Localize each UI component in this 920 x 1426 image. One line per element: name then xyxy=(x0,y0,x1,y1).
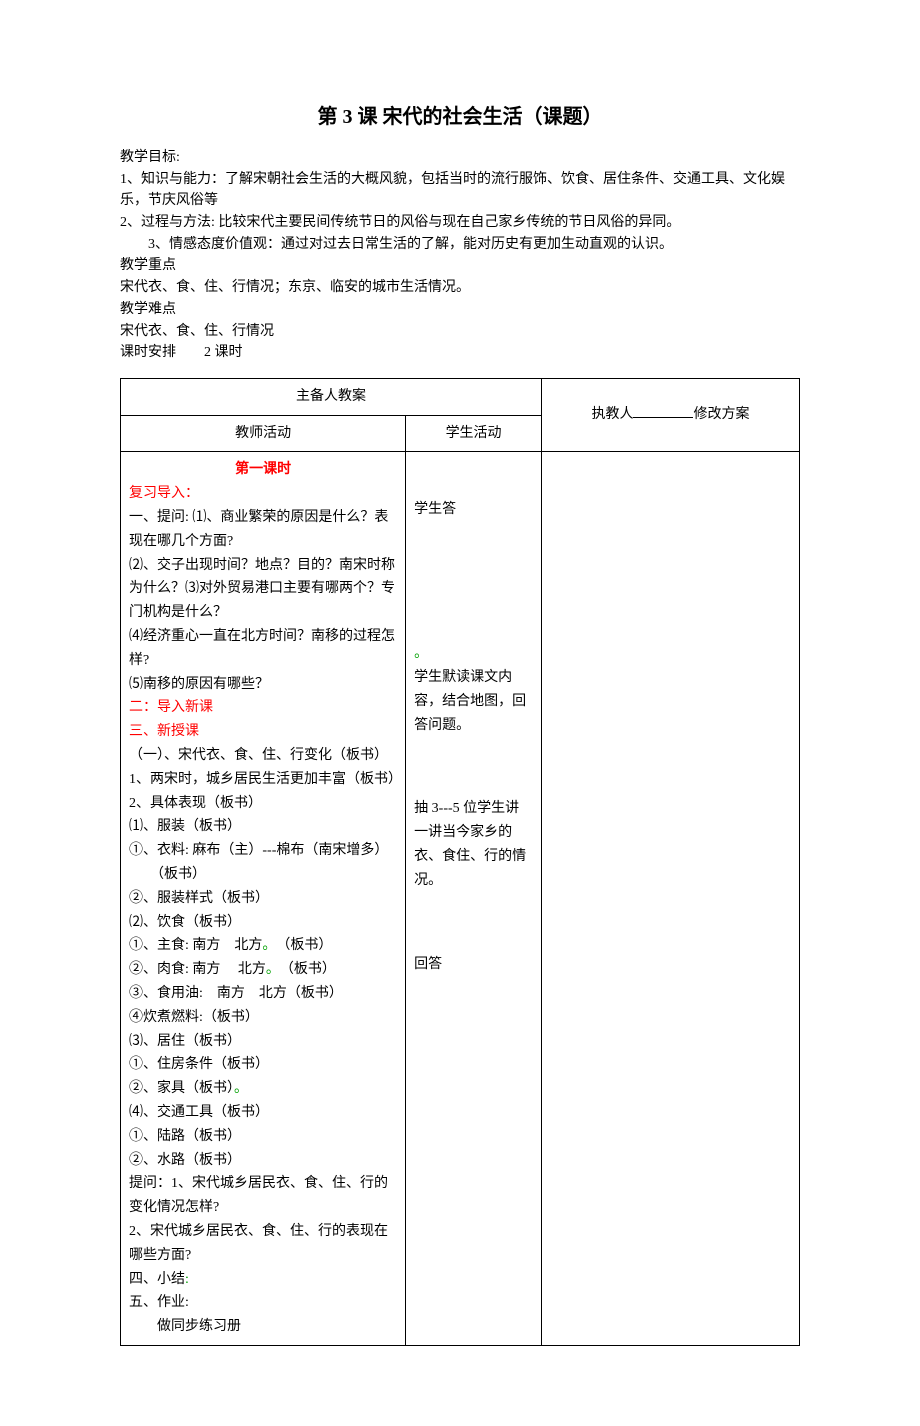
goal-2: 2、过程与方法: 比较宋代主要民间传统节日的风俗与现在自己家乡传统的节日风俗的异… xyxy=(120,212,800,234)
question-1: 提问：1、宋代城乡居民衣、食、住、行的变化情况怎样? xyxy=(129,1172,397,1220)
new-teach-label: 三、新授课 xyxy=(129,720,397,744)
teach-line-5b: （板书） xyxy=(129,863,397,887)
header-modify: 执教人 修改方案 xyxy=(541,378,799,452)
t9-pre: ②、肉食: 南方 北方 xyxy=(129,962,266,977)
t8-suf: （板书） xyxy=(269,938,332,953)
teach-line-2-text: 1、两宋时，城乡居民生活更加丰富（板书） xyxy=(129,772,402,787)
t5-pre: ①、衣料: 麻布（主）---棉布（南宋增多） xyxy=(129,843,388,858)
teach-line-14: ②、家具（板书）。 xyxy=(129,1077,397,1101)
teach-line-6: ②、服装样式（板书） xyxy=(129,887,397,911)
schedule: 课时安排 2 课时 xyxy=(120,342,800,364)
homework-5: 五、作业: xyxy=(129,1291,397,1315)
question-2: 2、宋代城乡居民衣、食、住、行的表现在哪些方面? xyxy=(129,1220,397,1268)
review-q3: ⑷经济重心一直在北方时间？南移的过程怎样? xyxy=(129,625,397,673)
t14-dot: 。 xyxy=(234,1081,248,1096)
summary-4: 四、小结: xyxy=(129,1268,397,1292)
header-modify-prefix: 执教人 xyxy=(591,407,633,422)
t8-pre: ①、主食: 南方 北方 xyxy=(129,938,262,953)
lesson-table: 主备人教案 执教人修改方案 教师活动 学生活动 第一课时 复习导入： 一、提问:… xyxy=(120,378,800,1346)
student-read: 。 学生默读课文内容，结合地图，回答问题。 xyxy=(414,642,533,737)
teach-line-2: 1、两宋时，城乡居民生活更加丰富（板书） xyxy=(129,768,397,792)
t14-pre: ②、家具（板书） xyxy=(129,1081,234,1096)
focus-label: 教学重点 xyxy=(120,255,800,277)
t17-pre: ②、水路（板书） xyxy=(129,1153,241,1168)
lesson-title: 第一课时 xyxy=(129,458,397,482)
intro-new-label: 二：导入新课 xyxy=(129,696,397,720)
teach-line-9: ②、肉食: 南方 北方。 （板书） xyxy=(129,958,397,982)
teach-line-3: 2、具体表现（板书） xyxy=(129,792,397,816)
header-main: 主备人教案 xyxy=(121,378,542,415)
teach-line-13: ①、住房条件（板书） xyxy=(129,1053,397,1077)
header-student: 学生活动 xyxy=(406,415,542,452)
s2-text: 学生默读课文内容，结合地图，回答问题。 xyxy=(414,670,526,733)
focus-text: 宋代衣、食、住、行情况；东京、临安的城市生活情况。 xyxy=(120,277,800,299)
table-body-row: 第一课时 复习导入： 一、提问: ⑴、商业繁荣的原因是什么？表现在哪几个方面? … xyxy=(121,452,800,1345)
teach-line-5: ①、衣料: 麻布（主）---棉布（南宋增多） xyxy=(129,839,397,863)
review-q1: 一、提问: ⑴、商业繁荣的原因是什么？表现在哪几个方面? xyxy=(129,506,397,554)
t9-dot: 。 xyxy=(266,962,273,977)
s4-dot: : xyxy=(185,1272,189,1287)
header-teacher: 教师活动 xyxy=(121,415,406,452)
t9-suf: （板书） xyxy=(273,962,336,977)
teach-line-4: ⑴、服装（板书） xyxy=(129,815,397,839)
goals-label: 教学目标: xyxy=(120,147,800,169)
teach-line-17: ②、水路（板书） xyxy=(129,1149,397,1173)
teach-line-10: ③、食用油: 南方 北方（板书） xyxy=(129,982,397,1006)
difficulty-label: 教学难点 xyxy=(120,299,800,321)
document-title: 第 3 课 宋代的社会生活（课题） xyxy=(120,100,800,129)
header-modify-suffix: 修改方案 xyxy=(693,407,749,422)
review-q2: ⑵、交子出现时间？地点？目的？南宋时称为什么？⑶对外贸易港口主要有哪两个？专门机… xyxy=(129,554,397,625)
student-answer-2: 回答 xyxy=(414,953,533,977)
teach-line-16: ①、陆路（板书） xyxy=(129,1125,397,1149)
student-present: 抽 3---5 位学生讲一讲当今家乡的衣、食住、行的情况。 xyxy=(414,797,533,892)
homework-6: 做同步练习册 xyxy=(129,1315,397,1339)
s4-pre: 四、小结 xyxy=(129,1272,185,1287)
review-q4: ⑸南移的原因有哪些？ xyxy=(129,673,397,697)
page-container: 第 3 课 宋代的社会生活（课题） 教学目标: 1、知识与能力：了解宋朝社会生活… xyxy=(0,0,920,1426)
teacher-activity-cell: 第一课时 复习导入： 一、提问: ⑴、商业繁荣的原因是什么？表现在哪几个方面? … xyxy=(121,452,406,1345)
difficulty-text: 宋代衣、食、住、行情况 xyxy=(120,321,800,343)
table-header-row-1: 主备人教案 执教人修改方案 xyxy=(121,378,800,415)
teach-line-11: ④炊煮燃料:（板书） xyxy=(129,1006,397,1030)
student-activity-cell: 学生答 。 学生默读课文内容，结合地图，回答问题。 抽 3---5 位学生讲一讲… xyxy=(406,452,542,1345)
s2-dot: 。 xyxy=(414,646,428,661)
goal-3: 3、情感态度价值观：通过对过去日常生活的了解，能对历史有更加生动直观的认识。 xyxy=(120,234,800,256)
teach-line-15: ⑷、交通工具（板书） xyxy=(129,1101,397,1125)
modify-cell xyxy=(541,452,799,1345)
goal-1: 1、知识与能力：了解宋朝社会生活的大概风貌，包括当时的流行服饰、饮食、居住条件、… xyxy=(120,169,800,212)
teach-line-8: ①、主食: 南方 北方。 （板书） xyxy=(129,934,397,958)
student-answer-1: 学生答 xyxy=(414,498,533,522)
review-label: 复习导入： xyxy=(129,482,397,506)
teach-line-12: ⑶、居住（板书） xyxy=(129,1030,397,1054)
teach-line-1: （一）、宋代衣、食、住、行变化（板书） xyxy=(129,744,397,768)
intro-block: 教学目标: 1、知识与能力：了解宋朝社会生活的大概风貌，包括当时的流行服饰、饮食… xyxy=(120,147,800,364)
fill-line xyxy=(633,404,693,418)
teach-line-7: ⑵、饮食（板书） xyxy=(129,911,397,935)
